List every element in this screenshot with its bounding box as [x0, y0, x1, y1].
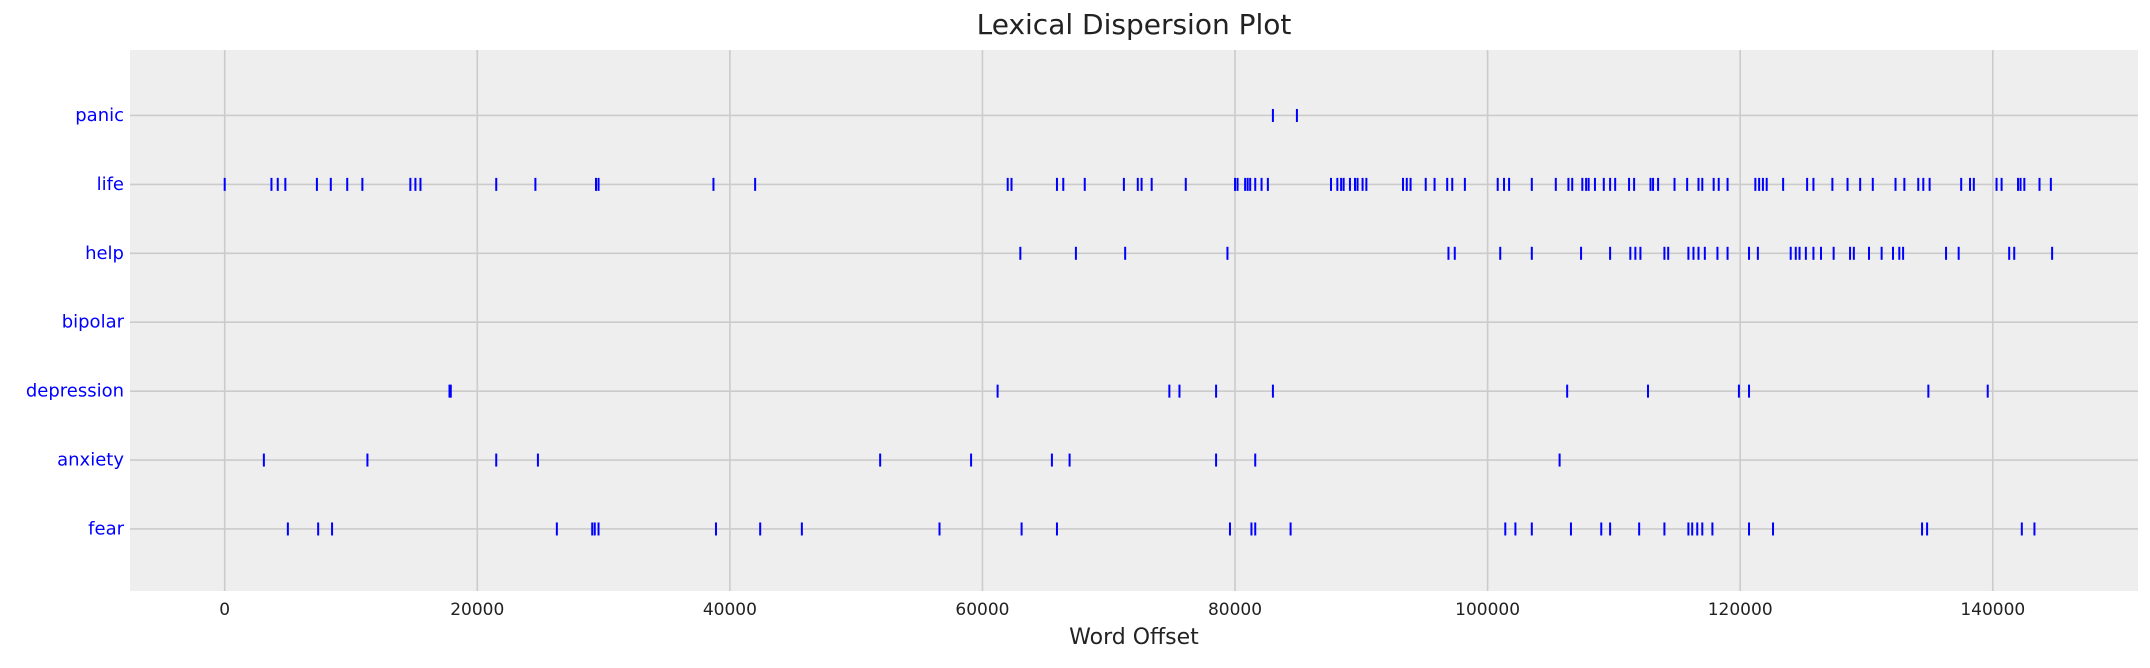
grid-lines [130, 50, 2138, 591]
x-tick-label: 0 [219, 600, 230, 620]
x-tick-label: 20000 [450, 600, 504, 620]
series-help [1019, 246, 2054, 260]
y-tick-label: fear [88, 518, 124, 539]
series-fear [286, 522, 2036, 536]
x-tick-labels: 0 20000 40000 60000 80000 100000 120000 140000 [219, 600, 2025, 620]
x-axis-label: Word Offset [1069, 625, 1199, 650]
series-life [223, 177, 2052, 191]
y-tick-label: panic [75, 105, 124, 126]
x-tick-label: 140000 [1960, 600, 2025, 620]
y-tick-label: anxiety [57, 450, 124, 471]
series-anxiety [262, 453, 1561, 467]
chart-title: Lexical Dispersion Plot [977, 8, 1292, 41]
plot-area [130, 50, 2138, 591]
y-tick-label: depression [26, 381, 124, 402]
series-panic [1271, 108, 1298, 122]
x-tick-label: 80000 [1208, 600, 1262, 620]
series-depression [448, 384, 1989, 398]
y-tick-labels: panic life help bipolar depression anxiety fea… [26, 105, 125, 540]
y-tick-label: bipolar [62, 312, 125, 333]
x-tick-label: 60000 [955, 600, 1009, 620]
x-tick-label: 100000 [1455, 600, 1520, 620]
y-tick-label: life [97, 174, 124, 195]
marker-layer [223, 108, 2054, 536]
y-tick-label: help [85, 243, 124, 264]
x-tick-label: 40000 [703, 600, 757, 620]
x-tick-label: 120000 [1708, 600, 1773, 620]
